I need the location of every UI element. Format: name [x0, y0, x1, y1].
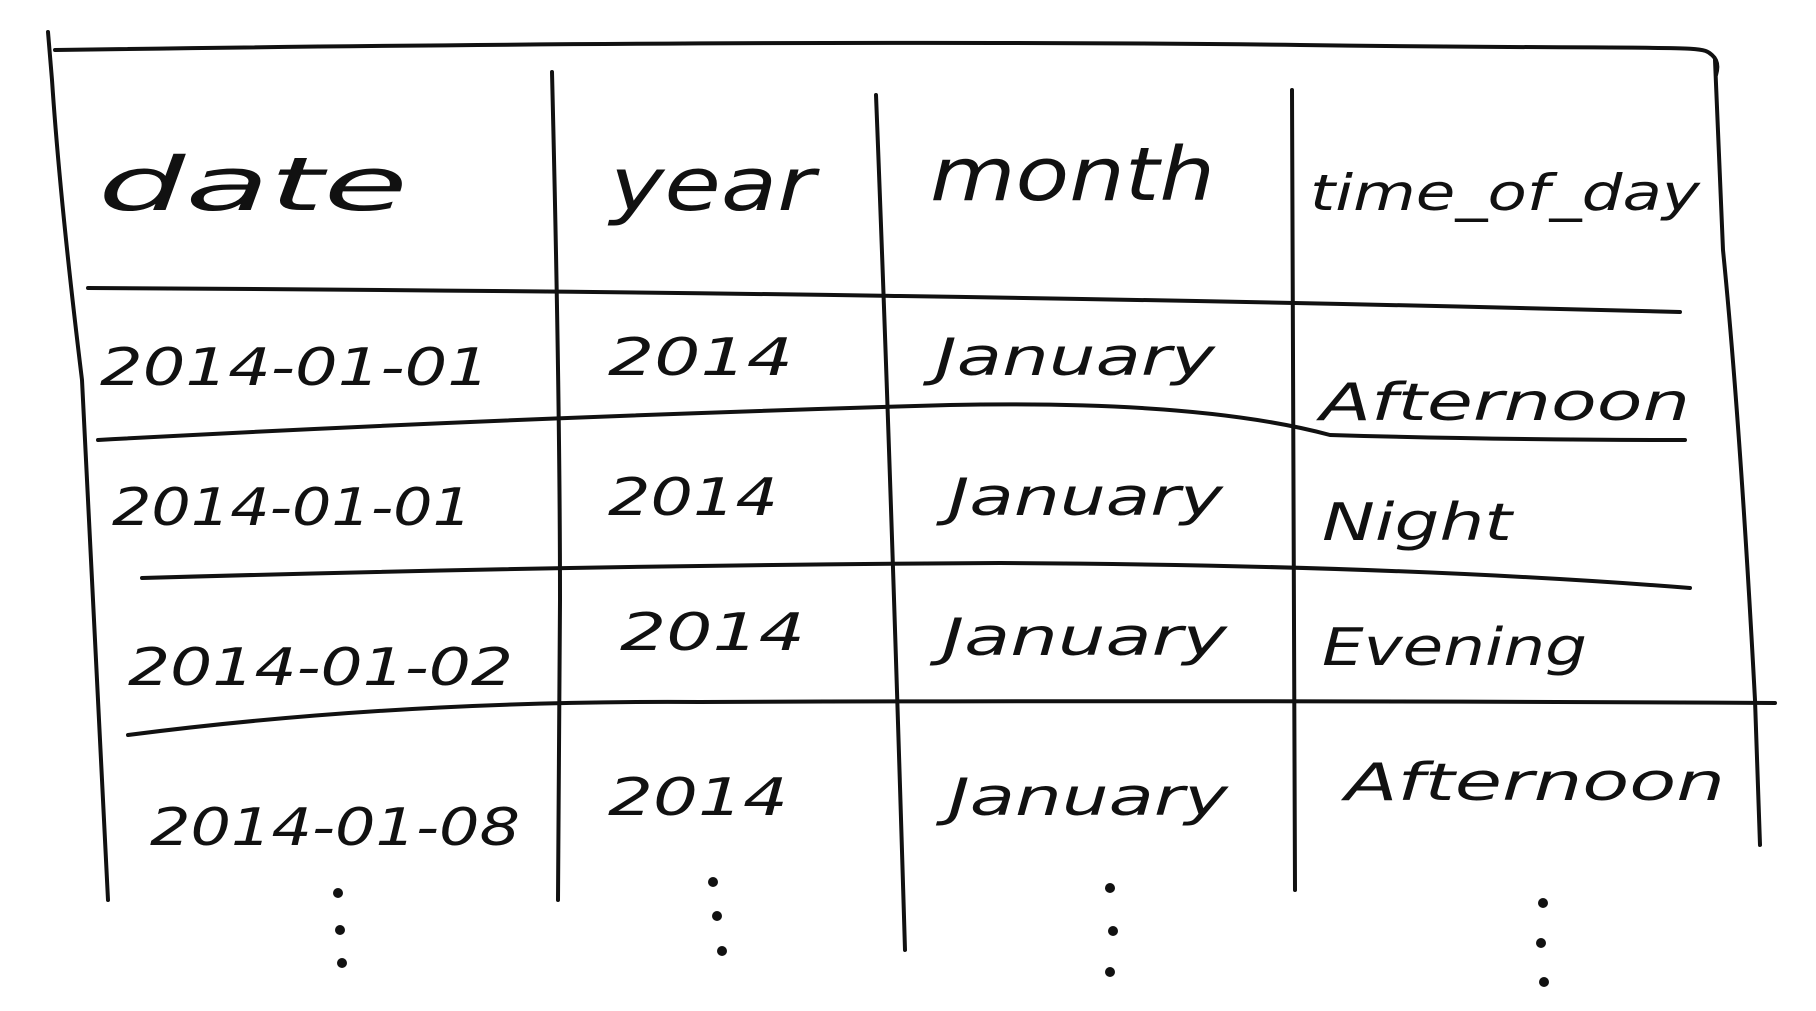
- column-divider-1: [550, 70, 562, 902]
- cell-r3-time: Evening: [1322, 618, 1587, 678]
- cell-r4-month: January: [935, 768, 1230, 828]
- continuation-dots-month: [1105, 883, 1118, 977]
- cell-r1-date: 2014-01-01: [100, 338, 490, 398]
- column-divider-2: [874, 93, 907, 952]
- cell-r3-year: 2014: [620, 603, 805, 663]
- header-date: date: [98, 142, 408, 228]
- header-time-of-day: time_of_day: [1310, 164, 1702, 222]
- continuation-dots-date: [333, 888, 347, 968]
- table-right-border: [1713, 58, 1762, 847]
- header-separator: [86, 286, 1682, 314]
- column-divider-3: [1290, 88, 1297, 892]
- header-year: year: [608, 142, 821, 228]
- table-top-border: [53, 40, 1720, 77]
- cell-r4-time: Afternoon: [1341, 753, 1725, 813]
- row-separator-1: [96, 402, 1687, 442]
- cell-r2-month: January: [935, 468, 1224, 528]
- row-separator-2: [140, 561, 1692, 590]
- continuation-dots-year: [708, 877, 727, 956]
- header-month: month: [930, 132, 1215, 218]
- cell-r1-month: January: [922, 328, 1217, 388]
- cell-r1-time: Afternoon: [1316, 373, 1690, 433]
- cell-r3-month: January: [929, 608, 1229, 668]
- cell-r4-date: 2014-01-08: [150, 798, 520, 858]
- table-left-border: [46, 30, 110, 902]
- cell-r2-year: 2014: [608, 468, 778, 528]
- cell-r3-date: 2014-01-02: [128, 638, 513, 698]
- cell-r2-time: Night: [1322, 493, 1514, 553]
- cell-r2-date: 2014-01-01: [112, 478, 472, 538]
- cell-r1-year: 2014: [608, 328, 793, 388]
- cell-r4-year: 2014: [608, 768, 788, 828]
- continuation-dots-time: [1536, 898, 1549, 987]
- row-separator-3: [126, 699, 1777, 737]
